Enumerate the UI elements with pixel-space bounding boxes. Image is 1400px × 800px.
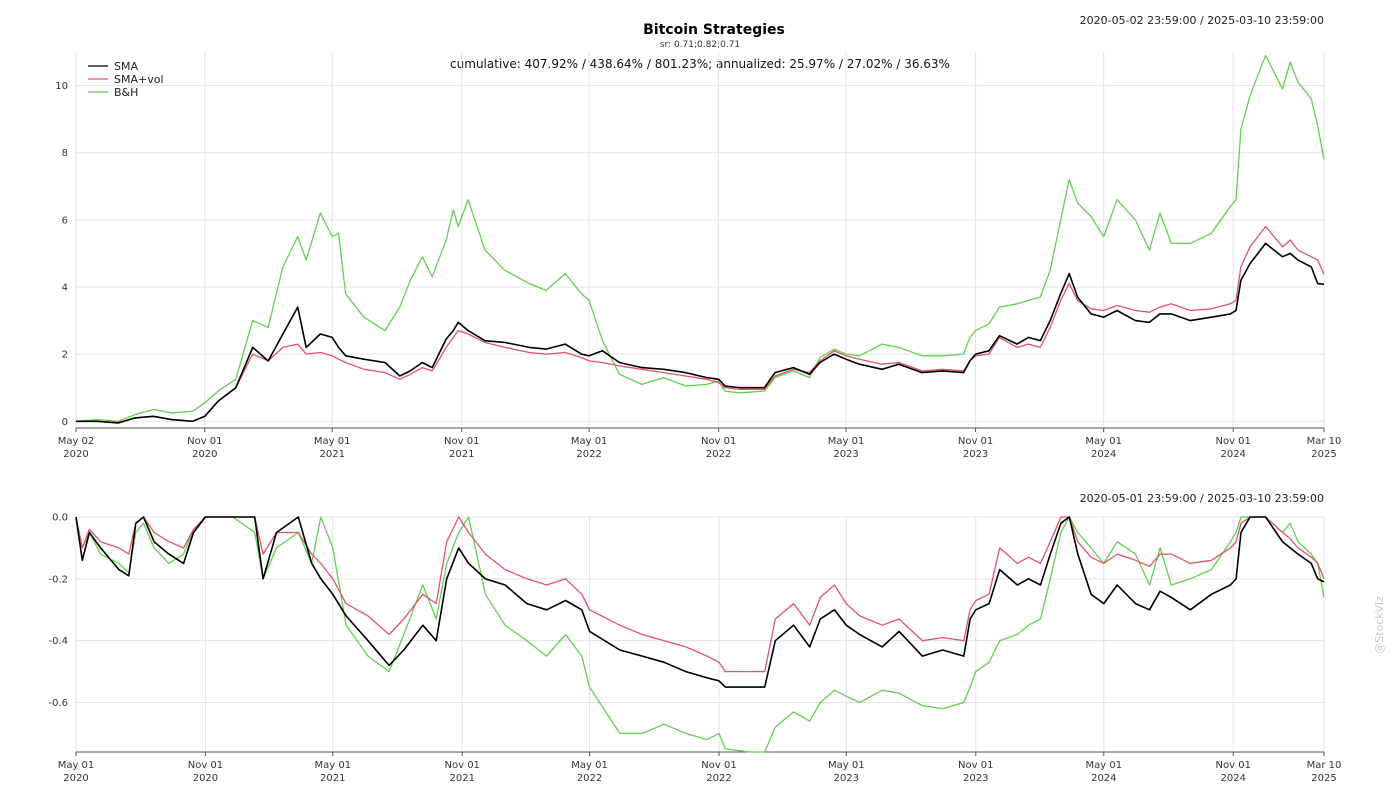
x-tick-label: May 01 <box>1085 436 1122 447</box>
x-tick-label: Nov 01 <box>1215 436 1250 447</box>
series-line-b-h <box>75 54 1325 422</box>
x-tick-year: 2020 <box>192 449 217 460</box>
y-tick-label: 0 <box>62 417 68 428</box>
top-panel-date-range: 2020-05-02 23:59:00 / 2025-03-10 23:59:0… <box>1080 14 1324 27</box>
x-tick-year: 2024 <box>1091 773 1116 784</box>
x-tick-label: May 01 <box>58 760 95 771</box>
x-tick-label: Nov 01 <box>958 760 993 771</box>
x-tick-label: May 02 <box>58 436 95 447</box>
cumulative-returns-panel: 0 2 4 6 8 10 May 02 2020 Nov 01 2020 May 01 2021 Nov… <box>55 52 1341 460</box>
x-tick-label: Mar 10 <box>1307 760 1342 771</box>
x-tick-year: 2022 <box>706 449 731 460</box>
y-tick-label: -0.4 <box>48 636 68 647</box>
series-line-sma-vol <box>76 225 1325 423</box>
x-tick-label: Nov 01 <box>958 436 993 447</box>
x-tick-year: 2022 <box>576 449 601 460</box>
series-line-sma-vol <box>75 516 1325 673</box>
x-tick-year: 2021 <box>319 449 344 460</box>
series-line-sma <box>76 242 1325 424</box>
x-tick-year: 2024 <box>1221 773 1246 784</box>
x-tick-year: 2024 <box>1091 449 1116 460</box>
x-tick-year: 2025 <box>1311 449 1336 460</box>
watermark: @StockViz <box>1373 596 1386 654</box>
x-tick-label: Nov 01 <box>1216 760 1251 771</box>
x-tick-year: 2020 <box>63 773 88 784</box>
x-tick-year: 2024 <box>1220 449 1245 460</box>
x-tick-year: 2021 <box>449 449 474 460</box>
x-tick-year: 2022 <box>706 773 731 784</box>
x-tick-label: May 01 <box>828 760 865 771</box>
x-tick-year: 2023 <box>833 449 858 460</box>
x-tick-year: 2021 <box>320 773 345 784</box>
x-tick-label: Nov 01 <box>444 436 479 447</box>
y-tick-label: 0.0 <box>52 513 68 524</box>
legend-label-sma-vol: SMA+vol <box>114 73 164 86</box>
x-tick-year: 2020 <box>193 773 218 784</box>
x-tick-label: Nov 01 <box>701 436 736 447</box>
x-tick-year: 2023 <box>963 773 988 784</box>
x-tick-label: Nov 01 <box>701 760 736 771</box>
y-tick-label: -0.6 <box>48 698 68 709</box>
performance-annotation: cumulative: 407.92% / 438.64% / 801.23%;… <box>450 57 950 71</box>
chart-subtitle: sr: 0.71;0.82;0.71 <box>660 40 740 50</box>
legend: SMA SMA+vol B&H <box>88 60 164 99</box>
y-tick-label: 6 <box>62 215 68 226</box>
drawdown-panel: 0.0 -0.2 -0.4 -0.6 May 01 2020 Nov 01 2020 May 0… <box>48 513 1341 785</box>
x-tick-year: 2025 <box>1311 773 1336 784</box>
x-tick-year: 2023 <box>963 449 988 460</box>
y-tick-label: 10 <box>55 81 68 92</box>
x-tick-year: 2023 <box>834 773 859 784</box>
x-tick-year: 2020 <box>63 449 88 460</box>
x-tick-label: Nov 01 <box>188 760 223 771</box>
x-tick-label: May 01 <box>571 436 608 447</box>
series-line-sma <box>75 516 1325 688</box>
y-tick-label: 2 <box>62 350 68 361</box>
bottom-panel-date-range: 2020-05-01 23:59:00 / 2025-03-10 23:59:0… <box>1080 492 1324 505</box>
x-tick-year: 2022 <box>577 773 602 784</box>
x-tick-label: May 01 <box>1086 760 1123 771</box>
x-tick-year: 2021 <box>449 773 474 784</box>
x-tick-label: May 01 <box>314 760 351 771</box>
legend-label-bh: B&H <box>114 86 138 99</box>
x-tick-label: May 01 <box>571 760 608 771</box>
x-tick-label: Nov 01 <box>187 436 222 447</box>
x-tick-label: May 01 <box>314 436 351 447</box>
y-tick-label: 4 <box>62 283 68 294</box>
chart-title: Bitcoin Strategies <box>643 22 785 38</box>
legend-label-sma: SMA <box>114 60 138 73</box>
x-tick-label: Mar 10 <box>1307 436 1342 447</box>
y-tick-label: 8 <box>62 148 68 159</box>
x-tick-label: Nov 01 <box>445 760 480 771</box>
x-tick-label: May 01 <box>828 436 865 447</box>
y-tick-label: -0.2 <box>48 574 68 585</box>
